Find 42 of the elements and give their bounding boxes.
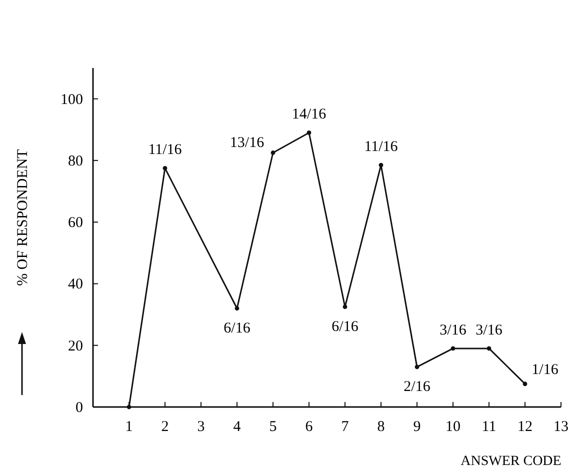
x-tick-label: 6 xyxy=(305,419,314,435)
x-tick-label: 4 xyxy=(233,419,242,435)
point xyxy=(126,404,132,410)
annotation: 3/16 xyxy=(476,322,503,338)
y-tick-label: 40 xyxy=(68,276,83,293)
x-tick-label: 9 xyxy=(413,419,421,435)
annotation: 11/16 xyxy=(148,142,182,158)
point xyxy=(378,162,384,168)
annotation: 6/16 xyxy=(332,318,359,335)
x-tick-label: 3 xyxy=(197,419,205,435)
y-tick-label: 100 xyxy=(60,92,83,108)
point xyxy=(486,346,492,351)
x-tick-label: 11 xyxy=(482,419,496,435)
x-tick-label: 5 xyxy=(269,419,277,435)
point xyxy=(234,306,240,311)
x-tick-label: 13 xyxy=(554,419,568,435)
point xyxy=(162,166,168,170)
x-tick-label: 8 xyxy=(377,419,385,435)
annotation: 6/16 xyxy=(224,320,251,336)
x-tick-label: 2 xyxy=(161,419,169,435)
point xyxy=(306,130,312,135)
x-tick-label: 12 xyxy=(518,419,532,435)
y-axis-title: % OF RESPONDENT xyxy=(15,149,31,286)
x-tick-label: 1 xyxy=(125,419,133,435)
point xyxy=(270,150,276,155)
annotation: 13/16 xyxy=(230,134,265,151)
point xyxy=(522,382,528,386)
y-tick-label: 0 xyxy=(76,400,83,416)
annotation: 2/16 xyxy=(404,378,431,395)
y-tick-label: 80 xyxy=(68,153,83,170)
annotation: 1/16 xyxy=(532,362,559,378)
x-tick-label: 7 xyxy=(341,419,350,435)
y-tick-label: 60 xyxy=(68,215,83,232)
annotation: 11/16 xyxy=(364,139,398,156)
y-tick-label: 20 xyxy=(68,338,83,354)
point xyxy=(414,364,420,370)
annotation: 3/16 xyxy=(440,322,467,338)
point xyxy=(342,304,348,310)
point xyxy=(450,346,456,351)
x-tick-label: 10 xyxy=(446,419,460,435)
annotation: 14/16 xyxy=(292,106,327,123)
x-axis-title: ANSWER CODE xyxy=(460,454,562,469)
